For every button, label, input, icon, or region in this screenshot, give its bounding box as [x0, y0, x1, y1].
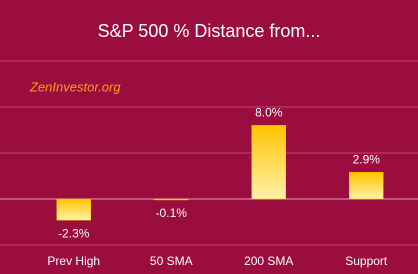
value-label: 2.9%: [353, 152, 381, 166]
bar: [349, 172, 384, 200]
value-label: 8.0%: [255, 106, 283, 120]
bar: [154, 198, 189, 201]
x-tick-label: Prev High: [47, 254, 100, 268]
value-label: -0.1%: [156, 206, 188, 220]
x-tick-label: Support: [345, 254, 388, 268]
chart-title: S&P 500 % Distance from...: [98, 21, 321, 41]
annotation: ZenInvestor.org: [29, 79, 121, 94]
value-label: -2.3%: [58, 226, 90, 240]
bar: [56, 198, 91, 221]
bar: [251, 125, 286, 200]
x-tick-label: 200 SMA: [244, 254, 293, 268]
x-tick-label: 50 SMA: [150, 254, 193, 268]
